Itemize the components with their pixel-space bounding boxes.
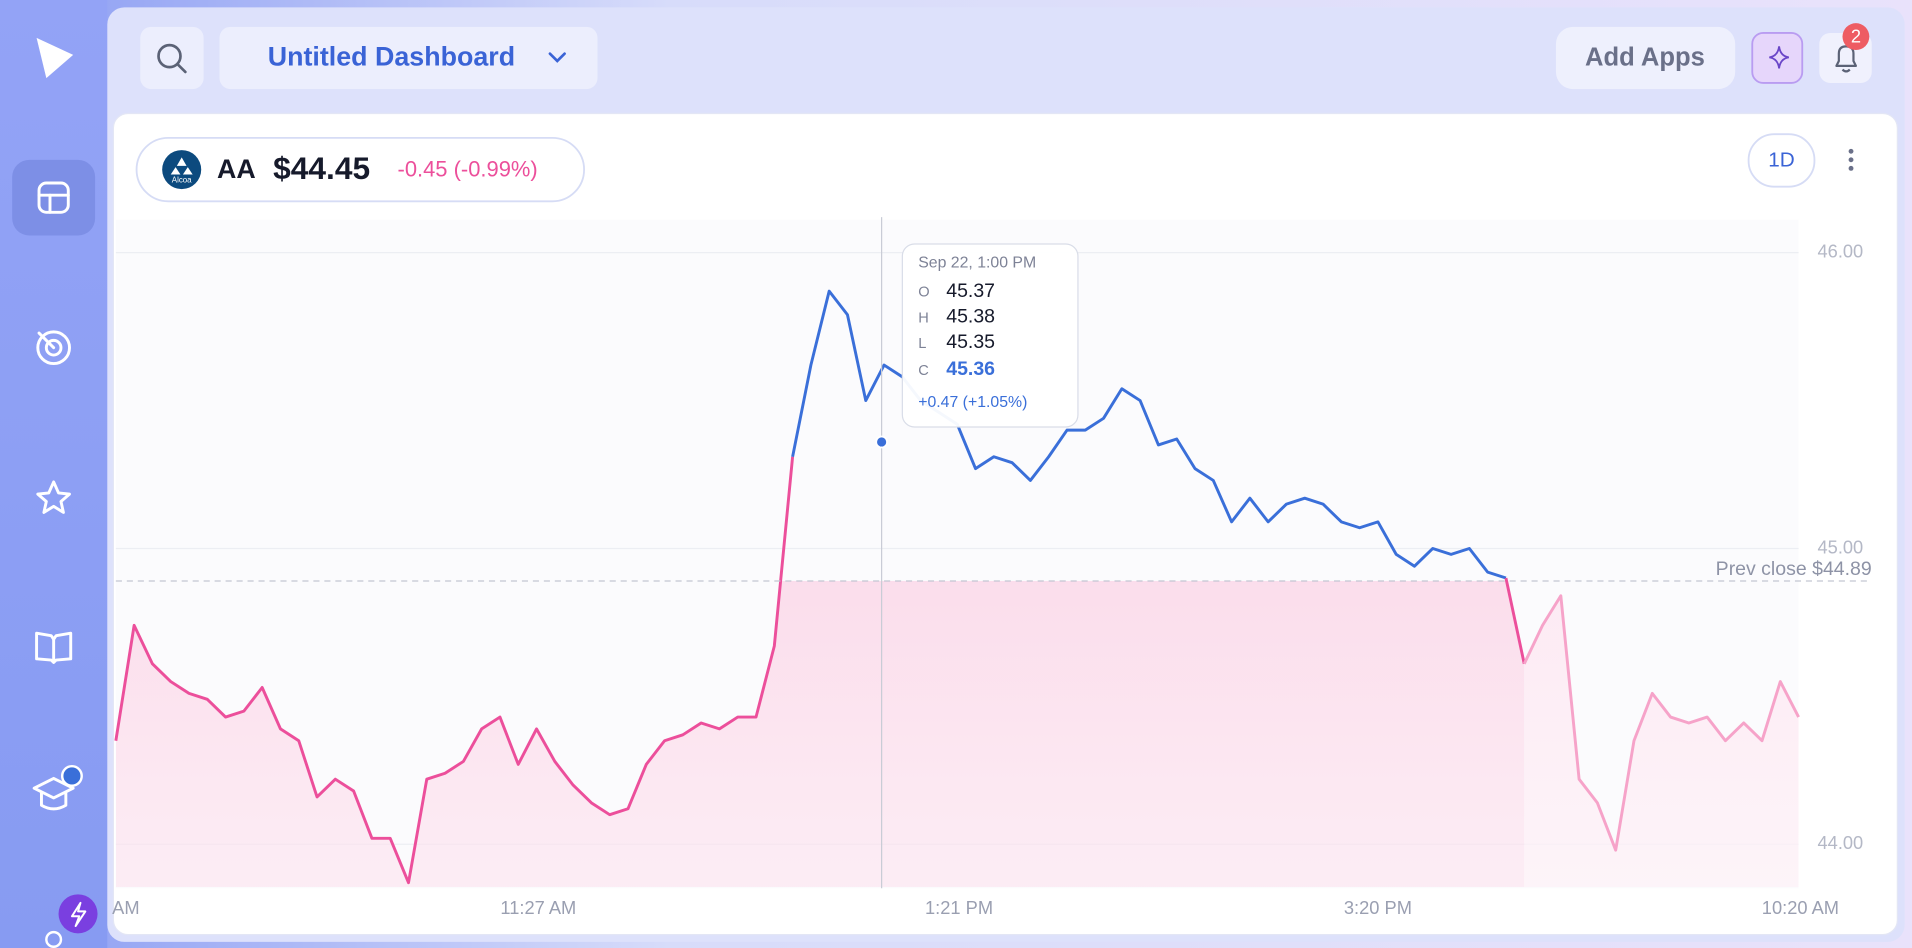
tooltip-value: 45.35 — [946, 331, 995, 353]
ticker: AA — [217, 154, 256, 184]
more-menu[interactable] — [1848, 148, 1854, 171]
dashboard-selector[interactable] — [219, 26, 598, 90]
notification-count: 2 — [1851, 26, 1861, 47]
add-apps-label: Add Apps — [1585, 43, 1705, 71]
price-line — [114, 456, 795, 885]
nav-learn[interactable] — [35, 631, 73, 664]
nav-favorites[interactable] — [36, 480, 71, 514]
y-tick-label: 46.00 — [1817, 240, 1863, 261]
tooltip-date: Sep 22, 1:00 PM — [918, 255, 1036, 272]
tooltip-key: L — [918, 336, 926, 352]
prev-close-label: Prev close $44.89 — [1716, 558, 1872, 580]
tooltip: Sep 22, 1:00 PM O 45.37 H 45.38 L 45.35 … — [901, 243, 1079, 428]
logo — [36, 37, 74, 79]
tooltip-key: H — [918, 310, 929, 326]
price-line — [1504, 577, 1526, 665]
course-badge — [60, 764, 83, 787]
x-tick-label: 10:20 AM — [1762, 897, 1839, 918]
search-icon — [157, 43, 187, 74]
tooltip-key: C — [918, 363, 929, 379]
y-tick-label: 45.00 — [1817, 536, 1863, 557]
area — [115, 580, 1525, 887]
dashboard-name: Untitled Dashboard — [268, 42, 515, 72]
tooltip-value: 45.36 — [946, 358, 995, 380]
profile-icon[interactable] — [45, 930, 63, 948]
price-change: -0.45 (-0.99%) — [398, 157, 538, 182]
ai-button[interactable] — [1751, 32, 1804, 84]
nav-targets[interactable] — [36, 330, 71, 366]
sparkle-icon — [1769, 46, 1790, 69]
logo-text: Alcoa — [172, 176, 192, 185]
bolt-icon — [70, 901, 87, 928]
price-line — [1522, 594, 1800, 852]
area — [1524, 595, 1799, 887]
add-apps-button[interactable] — [1555, 26, 1736, 90]
hover-dot — [875, 435, 889, 449]
x-tick-label: AM — [112, 897, 139, 918]
dropdown-chevron — [548, 52, 566, 63]
x-tick-label: 3:20 PM — [1344, 897, 1412, 918]
y-tick-label: 44.00 — [1817, 832, 1863, 853]
tooltip-key: O — [918, 285, 929, 301]
sidebar — [0, 0, 108, 948]
notification-badge — [1842, 23, 1870, 51]
price: $44.45 — [273, 150, 370, 186]
ticker-pill — [135, 136, 586, 203]
dashboard-icon — [37, 181, 70, 214]
company-logo — [162, 150, 202, 190]
tooltip-value: 45.38 — [946, 305, 995, 327]
range-button[interactable] — [1747, 133, 1816, 188]
x-tick-label: 1:21 PM — [925, 897, 993, 918]
tooltip-value: 45.37 — [946, 280, 995, 302]
bell-icon — [1835, 45, 1858, 73]
nav-courses[interactable] — [32, 776, 75, 811]
upgrade-button[interactable] — [58, 894, 98, 934]
nav-dashboard[interactable] — [12, 159, 96, 236]
search-button[interactable] — [140, 26, 204, 90]
x-tick-label: 11:27 AM — [500, 897, 576, 918]
range-label: 1D — [1768, 149, 1794, 172]
tooltip-change: +0.47 (+1.05%) — [918, 394, 1027, 411]
tooltip-box — [901, 243, 1079, 428]
